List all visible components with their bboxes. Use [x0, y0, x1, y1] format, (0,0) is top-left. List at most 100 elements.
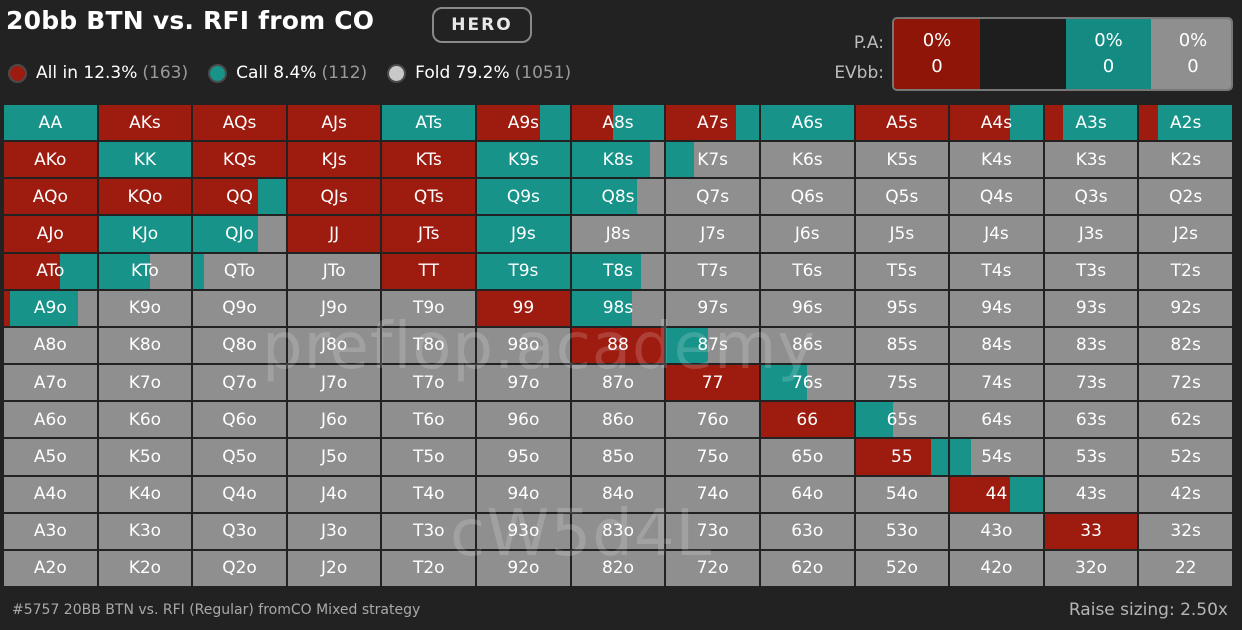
hand-cell[interactable]: 65o	[760, 439, 856, 477]
hand-cell[interactable]: 62s	[1139, 402, 1234, 440]
hand-cell[interactable]: 87s	[666, 327, 761, 366]
hand-cell[interactable]: ATs	[382, 105, 478, 143]
hand-cell[interactable]: 42s	[1139, 476, 1234, 514]
hand-cell[interactable]: Q2o	[193, 550, 288, 588]
hand-cell[interactable]: A8s	[571, 105, 667, 143]
hand-cell[interactable]: A7o	[4, 365, 99, 403]
hand-cell[interactable]: 98o	[477, 327, 572, 366]
hand-cell[interactable]: J6o	[287, 402, 383, 440]
hand-cell[interactable]: Q6s	[760, 179, 856, 217]
hand-cell[interactable]: 43o	[950, 513, 1045, 551]
hand-cell[interactable]: 95o	[477, 439, 572, 477]
hand-cell[interactable]: Q7s	[666, 179, 761, 217]
hand-cell[interactable]: QJs	[287, 179, 383, 217]
hand-cell[interactable]: 52o	[855, 550, 951, 588]
hand-cell[interactable]: 85s	[855, 327, 951, 366]
hand-cell[interactable]: 54o	[855, 476, 951, 514]
hand-cell[interactable]: J7s	[666, 216, 761, 254]
hand-cell[interactable]: 54s	[950, 439, 1045, 477]
hand-cell[interactable]: 53s	[1044, 439, 1140, 477]
hand-cell[interactable]: 82s	[1139, 327, 1234, 366]
hand-cell[interactable]: KJs	[287, 142, 383, 180]
hand-cell[interactable]: K4o	[98, 476, 194, 514]
hand-cell[interactable]: J4o	[287, 476, 383, 514]
hand-cell[interactable]: JTs	[382, 216, 478, 254]
hand-cell[interactable]: 96o	[477, 402, 572, 440]
hand-cell[interactable]: Q3s	[1044, 179, 1140, 217]
hand-cell[interactable]: K3s	[1044, 142, 1140, 180]
hand-cell[interactable]: QQ	[193, 179, 288, 217]
hand-cell[interactable]: K4s	[950, 142, 1045, 180]
hand-cell[interactable]: 84s	[950, 327, 1045, 366]
hand-cell[interactable]: 32o	[1044, 550, 1140, 588]
hand-cell[interactable]: K6o	[98, 402, 194, 440]
hand-cell[interactable]: J5s	[855, 216, 951, 254]
hand-cell[interactable]: J7o	[287, 365, 383, 403]
hand-cell[interactable]: 87o	[571, 365, 667, 403]
hand-cell[interactable]: K6s	[760, 142, 856, 180]
hand-cell[interactable]: 83o	[571, 513, 667, 551]
hand-cell[interactable]: KK	[98, 142, 194, 180]
hand-cell[interactable]: KQs	[193, 142, 288, 180]
hand-cell[interactable]: A6s	[760, 105, 856, 143]
hand-cell[interactable]: J3o	[287, 513, 383, 551]
hand-cell[interactable]: AA	[4, 105, 99, 143]
hand-cell[interactable]: 96s	[760, 290, 856, 328]
hand-cell[interactable]: AJo	[4, 216, 99, 254]
hand-cell[interactable]: T6s	[760, 253, 856, 291]
hand-cell[interactable]: 43s	[1044, 476, 1140, 514]
hand-cell[interactable]: Q7o	[193, 365, 288, 403]
hand-cell[interactable]: 75s	[855, 365, 951, 403]
hand-cell[interactable]: 93s	[1044, 290, 1140, 328]
hand-cell[interactable]: J9s	[477, 216, 572, 254]
hand-cell[interactable]: K8s	[571, 142, 667, 180]
hand-cell[interactable]: J8s	[571, 216, 667, 254]
hand-cell[interactable]: T5s	[855, 253, 951, 291]
hand-cell[interactable]: 66	[760, 402, 856, 440]
hand-cell[interactable]: 64o	[760, 476, 856, 514]
hand-cell[interactable]: 74o	[666, 476, 761, 514]
hand-cell[interactable]: AKs	[98, 105, 194, 143]
hand-cell[interactable]: 75o	[666, 439, 761, 477]
hand-cell[interactable]: 92o	[477, 550, 572, 588]
hand-cell[interactable]: 94s	[950, 290, 1045, 328]
hand-cell[interactable]: T5o	[382, 439, 478, 477]
hand-cell[interactable]: J6s	[760, 216, 856, 254]
hand-cell[interactable]: Q5s	[855, 179, 951, 217]
hand-cell[interactable]: A8o	[4, 327, 99, 366]
hand-cell[interactable]: 77	[666, 365, 761, 403]
hand-cell[interactable]: 92s	[1139, 290, 1234, 328]
hand-cell[interactable]: 86s	[760, 327, 856, 366]
hand-cell[interactable]: Q4s	[950, 179, 1045, 217]
hand-cell[interactable]: A6o	[4, 402, 99, 440]
hand-cell[interactable]: 63o	[760, 513, 856, 551]
hand-cell[interactable]: Q9o	[193, 290, 288, 328]
hand-cell[interactable]: Q5o	[193, 439, 288, 477]
hand-cell[interactable]: 73o	[666, 513, 761, 551]
hand-cell[interactable]: T8o	[382, 327, 478, 366]
hand-cell[interactable]: KTs	[382, 142, 478, 180]
hand-cell[interactable]: Q4o	[193, 476, 288, 514]
hand-cell[interactable]: 42o	[950, 550, 1045, 588]
hand-cell[interactable]: 76s	[760, 365, 856, 403]
hand-cell[interactable]: K5s	[855, 142, 951, 180]
hand-cell[interactable]: 63s	[1044, 402, 1140, 440]
hand-cell[interactable]: 98s	[571, 290, 667, 328]
hand-cell[interactable]: T9o	[382, 290, 478, 328]
hand-cell[interactable]: 97o	[477, 365, 572, 403]
hero-button[interactable]: HERO	[432, 7, 532, 43]
hand-cell[interactable]: T7s	[666, 253, 761, 291]
hand-cell[interactable]: 44	[950, 476, 1045, 514]
hand-cell[interactable]: A2o	[4, 550, 99, 588]
hand-cell[interactable]: A3s	[1044, 105, 1140, 143]
hand-cell[interactable]: 55	[855, 439, 951, 477]
hand-cell[interactable]: JJ	[287, 216, 383, 254]
hand-cell[interactable]: AQo	[4, 179, 99, 217]
hand-cell[interactable]: TT	[382, 253, 478, 291]
hand-cell[interactable]: Q8o	[193, 327, 288, 366]
hand-cell[interactable]: 33	[1044, 513, 1140, 551]
hand-cell[interactable]: K7o	[98, 365, 194, 403]
hand-cell[interactable]: J3s	[1044, 216, 1140, 254]
hand-cell[interactable]: A9o	[4, 290, 99, 328]
hand-cell[interactable]: T6o	[382, 402, 478, 440]
